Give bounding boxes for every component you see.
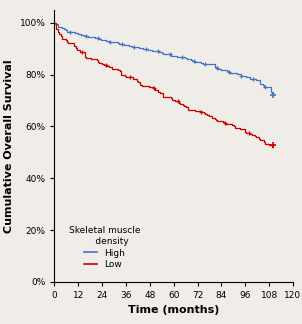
Legend: High, Low: High, Low [66, 224, 143, 272]
X-axis label: Time (months): Time (months) [128, 306, 219, 316]
Y-axis label: Cumulative Overall Survival: Cumulative Overall Survival [4, 59, 14, 233]
